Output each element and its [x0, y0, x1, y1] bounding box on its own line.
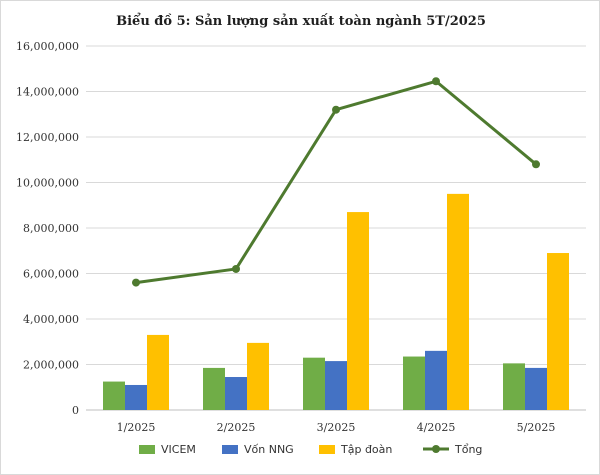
legend-label: Tập đoàn [340, 443, 392, 456]
y-tick-label: 16,000,000 [16, 40, 79, 53]
total-line-point [132, 278, 140, 287]
total-line-point [332, 105, 340, 114]
bar-vốn-nng [425, 350, 447, 410]
y-tick-label: 14,000,000 [16, 86, 79, 99]
legend-swatch [319, 445, 335, 454]
y-tick-label: 0 [72, 404, 79, 417]
x-tick-label: 1/2025 [117, 421, 156, 434]
bar-vốn-nng [325, 361, 347, 410]
bar-vicem [203, 367, 225, 410]
bar-vicem [103, 381, 125, 410]
y-tick-label: 10,000,000 [16, 177, 79, 190]
bar-tập-đoàn [247, 342, 269, 410]
x-tick-label: 2/2025 [217, 421, 256, 434]
bar-vốn-nng [525, 367, 547, 410]
bar-tập-đoàn [347, 212, 369, 410]
bar-tập-đoàn [447, 193, 469, 410]
legend-label: VICEM [161, 443, 196, 456]
bar-tập-đoàn [547, 253, 569, 410]
total-line [132, 77, 540, 287]
total-line-point [532, 160, 540, 169]
bar-vicem [503, 363, 525, 410]
gridlines [86, 45, 586, 411]
legend: VICEM Vốn NNG Tập đoàn Tổng [139, 443, 482, 456]
x-tick-label: 5/2025 [517, 421, 556, 434]
chart-title: Biểu đồ 5: Sản lượng sản xuất toàn ngành… [116, 13, 486, 29]
y-tick-label: 2,000,000 [23, 359, 79, 372]
bar-tập-đoàn [147, 334, 169, 410]
legend-swatch-marker [432, 445, 440, 453]
bars [103, 193, 569, 410]
legend-swatch [222, 445, 238, 454]
legend-swatch [139, 445, 155, 454]
legend-label: Vốn NNG [244, 443, 294, 456]
y-tick-label: 6,000,000 [23, 268, 79, 281]
bar-vicem [303, 357, 325, 410]
x-tick-label: 4/2025 [417, 421, 456, 434]
x-tick-label: 3/2025 [317, 421, 356, 434]
y-tick-label: 8,000,000 [23, 222, 79, 235]
x-axis-ticks: 1/2025 2/2025 3/2025 4/2025 5/2025 [117, 421, 556, 434]
total-line-point [432, 77, 440, 86]
legend-label: Tổng [454, 443, 482, 456]
y-axis-ticks: 0 2,000,000 4,000,000 6,000,000 8,000,000 10,… [16, 40, 79, 417]
bar-vốn-nng [225, 377, 247, 410]
total-line-point [232, 264, 240, 273]
y-tick-label: 4,000,000 [23, 313, 79, 326]
bar-vicem [403, 356, 425, 410]
bar-vốn-nng [125, 384, 147, 410]
y-tick-label: 12,000,000 [16, 131, 79, 144]
